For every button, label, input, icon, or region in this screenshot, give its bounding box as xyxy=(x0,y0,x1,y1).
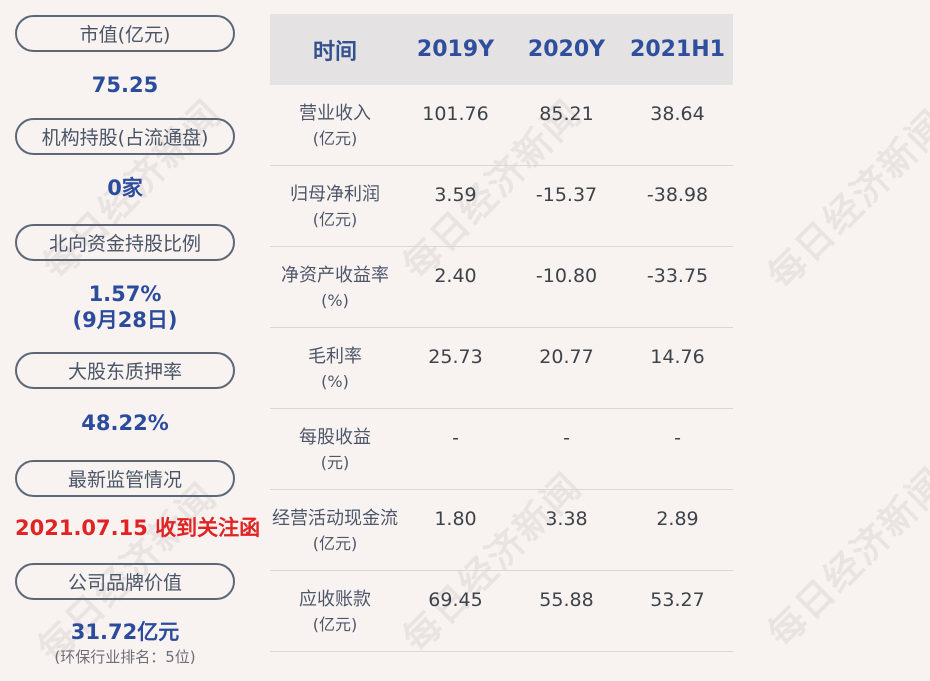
cell-value: -10.80 xyxy=(535,265,598,287)
left-stats-panel: 市值(亿元) 75.25 机构持股(占流通盘) 0家 北向资金持股比例 1.57… xyxy=(15,0,261,678)
row-metric-unit: (元) xyxy=(320,453,350,472)
cell-value: - xyxy=(563,427,570,449)
stat-value-northbound-holding: 1.57% xyxy=(88,282,162,306)
stat-value-pledge-ratio: 48.22% xyxy=(81,411,169,435)
table-header-time: 时间 xyxy=(312,39,357,65)
table-row-operating-cash-flow: 经营活动现金流 (亿元) 1.80 3.38 2.89 xyxy=(270,490,733,571)
row-metric-name: 经营活动现金流 xyxy=(272,508,398,529)
cell-value: 3.59 xyxy=(434,184,477,206)
table-header-2021h1: 2021H1 xyxy=(630,37,725,62)
watermark-text: 每日经济新闻 xyxy=(759,459,930,656)
stat-pill-label: 最新监管情况 xyxy=(67,469,182,491)
row-label: 经营活动现金流 (亿元) xyxy=(270,490,400,570)
stat-pill-institution-holding: 机构持股(占流通盘) xyxy=(15,118,235,155)
cell-value: 55.88 xyxy=(539,589,594,611)
row-label: 归母净利润 (亿元) xyxy=(270,166,400,246)
stat-value-market-cap: 75.25 xyxy=(91,73,159,97)
table-row-eps: 每股收益 (元) - - - xyxy=(270,409,733,490)
row-metric-unit: (亿元) xyxy=(312,210,358,229)
cell-value: -38.98 xyxy=(646,184,709,206)
watermark-text: 每日经济新闻 xyxy=(759,101,930,298)
stat-value-regulatory-status: 2021.07.15 收到关注函 xyxy=(15,516,261,540)
table-header-2019y: 2019Y xyxy=(416,37,495,62)
stat-note-industry-rank: (环保行业排名：5位) xyxy=(54,648,196,666)
stat-pill-label: 市值(亿元) xyxy=(79,24,171,46)
cell-value: 2.89 xyxy=(656,508,699,530)
stat-value-northbound-date: (9月28日) xyxy=(72,308,178,332)
row-metric-name: 归母净利润 xyxy=(290,184,380,205)
row-label: 每股收益 (元) xyxy=(270,409,400,489)
row-metric-name: 毛利率 xyxy=(308,346,362,367)
cell-value: -33.75 xyxy=(646,265,709,287)
stat-pill-label: 大股东质押率 xyxy=(67,361,182,383)
stat-pill-pledge-ratio: 大股东质押率 xyxy=(15,352,235,389)
stat-pill-label: 北向资金持股比例 xyxy=(48,233,201,255)
cell-value: 85.21 xyxy=(539,103,594,125)
stat-pill-label: 公司品牌价值 xyxy=(67,572,182,594)
cell-value: - xyxy=(674,427,681,449)
stat-value-brand-value: 31.72亿元 xyxy=(70,620,180,644)
cell-value: 25.73 xyxy=(428,346,483,368)
stat-pill-brand-value: 公司品牌价值 xyxy=(15,563,235,600)
row-metric-unit: (亿元) xyxy=(312,534,358,553)
cell-value: 38.64 xyxy=(650,103,705,125)
row-label: 营业收入 (亿元) xyxy=(270,85,400,165)
stat-pill-regulatory-status: 最新监管情况 xyxy=(15,460,235,497)
row-metric-name: 每股收益 xyxy=(299,427,371,448)
row-metric-name: 净资产收益率 xyxy=(281,265,389,286)
cell-value: 14.76 xyxy=(650,346,705,368)
row-label: 净资产收益率 (%) xyxy=(270,247,400,327)
stat-value-institution-holding: 0家 xyxy=(107,176,143,200)
stat-pill-northbound-holding: 北向资金持股比例 xyxy=(15,224,235,261)
row-metric-name: 营业收入 xyxy=(299,103,371,124)
row-metric-unit: (%) xyxy=(321,291,349,310)
table-row-revenue: 营业收入 (亿元) 101.76 85.21 38.64 xyxy=(270,85,733,166)
row-metric-unit: (亿元) xyxy=(312,615,358,634)
table-row-net-profit: 归母净利润 (亿元) 3.59 -15.37 -38.98 xyxy=(270,166,733,247)
row-label: 应收账款 (亿元) xyxy=(270,571,400,651)
row-metric-name: 应收账款 xyxy=(299,589,371,610)
cell-value: 3.38 xyxy=(545,508,588,530)
financials-table: 时间 2019Y 2020Y 2021H1 营业收入 (亿元) 101.76 8… xyxy=(270,14,733,652)
row-metric-unit: (%) xyxy=(321,372,349,391)
stat-pill-market-cap: 市值(亿元) xyxy=(15,15,235,52)
table-row-roe: 净资产收益率 (%) 2.40 -10.80 -33.75 xyxy=(270,247,733,328)
table-header-2020y: 2020Y xyxy=(527,37,606,62)
cell-value: - xyxy=(452,427,459,449)
cell-value: 101.76 xyxy=(422,103,489,125)
cell-value: 2.40 xyxy=(434,265,477,287)
cell-value: 1.80 xyxy=(434,508,477,530)
row-label: 毛利率 (%) xyxy=(270,328,400,408)
stat-pill-label: 机构持股(占流通盘) xyxy=(41,127,209,149)
cell-value: 20.77 xyxy=(539,346,594,368)
table-row-gross-margin: 毛利率 (%) 25.73 20.77 14.76 xyxy=(270,328,733,409)
cell-value: 53.27 xyxy=(650,589,705,611)
cell-value: -15.37 xyxy=(535,184,598,206)
cell-value: 69.45 xyxy=(428,589,483,611)
row-metric-unit: (亿元) xyxy=(312,129,358,148)
table-header-row: 时间 2019Y 2020Y 2021H1 xyxy=(270,14,733,85)
table-row-accounts-receivable: 应收账款 (亿元) 69.45 55.88 53.27 xyxy=(270,571,733,652)
